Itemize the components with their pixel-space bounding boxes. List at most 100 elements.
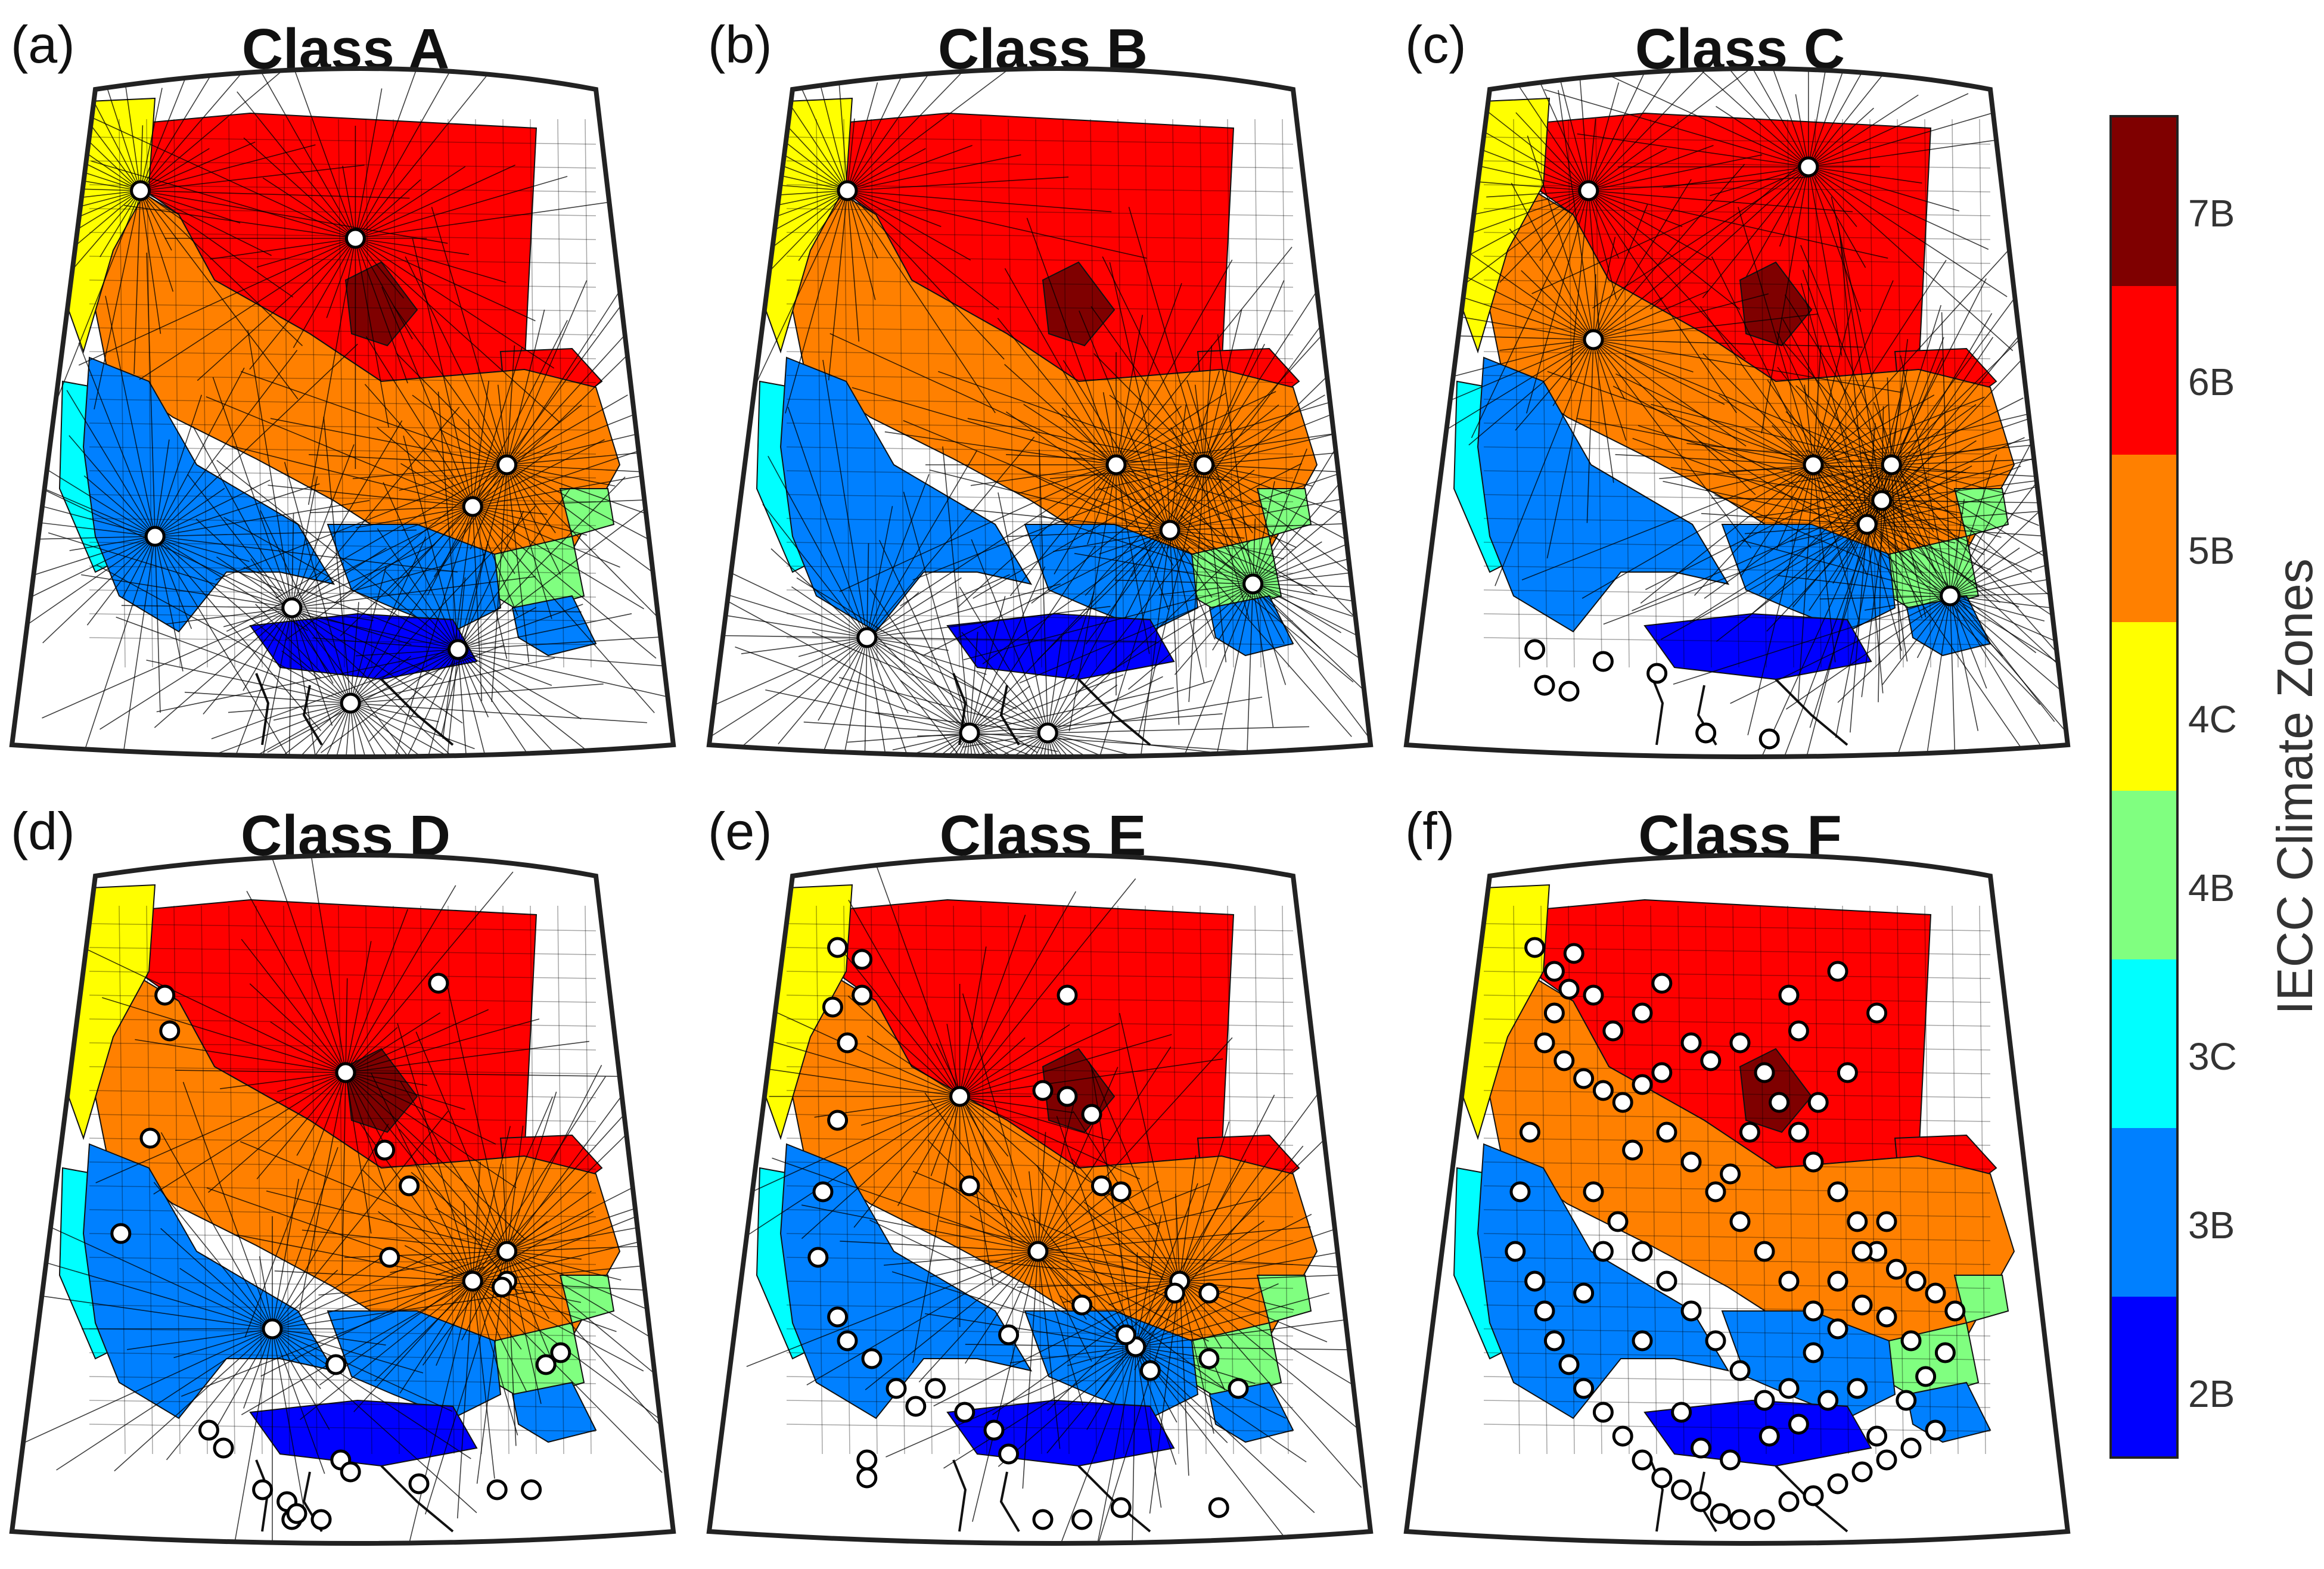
connection-line: [291, 554, 486, 608]
connection-line: [1808, 166, 1989, 250]
connection-line: [140, 69, 352, 191]
station-markers: [1524, 156, 1961, 750]
connection-line: [1950, 589, 2068, 596]
connection-line: [865, 1251, 1039, 1390]
connection-line: [58, 69, 141, 191]
connection-line: [1085, 530, 1170, 645]
station-marker: [1788, 1121, 1809, 1143]
county-boundary: [1924, 905, 1931, 1455]
connection-line: [244, 1072, 346, 1338]
connection-line: [1593, 179, 1692, 340]
station-marker: [1695, 722, 1717, 744]
connection-line: [156, 649, 458, 713]
zone-region-3b: [82, 1143, 335, 1419]
connection-line: [1451, 190, 1589, 294]
connection-line: [1702, 353, 1814, 465]
station-marker: [1632, 1074, 1653, 1095]
connection-line: [879, 540, 970, 734]
connection-line: [140, 190, 410, 199]
connection-line: [1116, 283, 1182, 465]
connection-line: [762, 504, 868, 638]
station-marker: [1592, 1402, 1614, 1423]
connection-line: [507, 464, 616, 487]
connection-line: [1593, 339, 1756, 495]
connection-line: [1252, 583, 1285, 644]
connection-line: [1777, 574, 1950, 596]
station-marker: [262, 1318, 283, 1340]
connection-line: [356, 506, 473, 529]
connection-line: [900, 464, 1117, 607]
connection-line: [260, 510, 351, 704]
connection-line: [866, 637, 1046, 757]
connection-line: [1593, 293, 1769, 340]
station-marker: [1778, 984, 1800, 1006]
panel-label: (e): [708, 801, 772, 860]
connection-line: [1663, 480, 1868, 525]
connection-line: [1047, 591, 1095, 734]
station-marker: [1032, 1080, 1054, 1101]
connection-line: [12, 190, 141, 268]
station-marker: [1807, 1092, 1829, 1113]
zone-region-7b: [1042, 261, 1116, 347]
station-markers: [807, 937, 1249, 1530]
connection-line: [1204, 394, 1325, 465]
connection-line: [959, 1096, 1009, 1157]
connection-line: [212, 377, 293, 608]
connection-line: [1730, 595, 1950, 704]
connection-line: [1037, 530, 1170, 660]
connection-line: [1800, 283, 1868, 525]
connection-line: [291, 607, 412, 645]
colorbar-zone-3b: [2111, 1128, 2177, 1297]
county-boundary: [89, 1376, 596, 1384]
connection-line: [1079, 310, 1170, 531]
connection-line: [321, 649, 459, 753]
station-markers: [110, 973, 571, 1530]
connection-line: [507, 1184, 639, 1252]
county-boundary: [786, 971, 1294, 979]
connection-line: [971, 539, 1048, 734]
connection-line: [472, 506, 518, 616]
colorbar: 7B 6B 5B 4C 4B 3C 3B 2B IECC Climate Zon…: [2109, 115, 2323, 1459]
connection-line: [281, 650, 351, 704]
county-boundary: [1483, 279, 1991, 288]
station-marker: [1037, 722, 1058, 744]
station-marker: [852, 949, 873, 970]
connection-line: [1867, 524, 1956, 543]
connection-line: [1109, 262, 1170, 531]
station-marker: [1758, 1425, 1780, 1447]
connection-line: [345, 1072, 428, 1086]
connection-line: [1949, 595, 2068, 757]
connection-line: [401, 506, 473, 531]
connection-line: [1950, 547, 2020, 596]
station-marker: [1710, 1503, 1731, 1524]
connection-line: [1881, 500, 2033, 573]
station-marker: [1194, 454, 1215, 476]
connection-line: [959, 1096, 1140, 1180]
connection-line: [345, 1018, 540, 1073]
connection-line: [1592, 166, 1809, 309]
connection-line: [223, 607, 293, 627]
county-boundary: [786, 136, 1294, 145]
connection-line: [869, 1219, 1136, 1347]
county-boundary: [1483, 1352, 1991, 1360]
connection-line: [1087, 464, 1117, 545]
connection-line: [472, 506, 644, 610]
connection-line: [866, 577, 962, 638]
connection-line: [1819, 595, 1950, 600]
connection-line: [1615, 453, 1814, 465]
connection-line: [244, 69, 356, 239]
connection-line: [866, 1035, 961, 1097]
connection-line: [959, 946, 987, 1097]
connection-line: [86, 536, 156, 626]
connection-line: [249, 238, 356, 370]
station-marker: [1646, 663, 1668, 684]
county-boundary: [1623, 905, 1630, 1455]
county-boundary: [228, 119, 235, 668]
station-markers: [130, 180, 518, 714]
county-boundary: [786, 1114, 1294, 1122]
county-boundary: [119, 905, 126, 1455]
connection-line: [1098, 530, 1170, 555]
connection-line: [1813, 396, 1985, 465]
connection-line: [869, 588, 970, 734]
colorbar-zone-3c: [2111, 959, 2177, 1128]
